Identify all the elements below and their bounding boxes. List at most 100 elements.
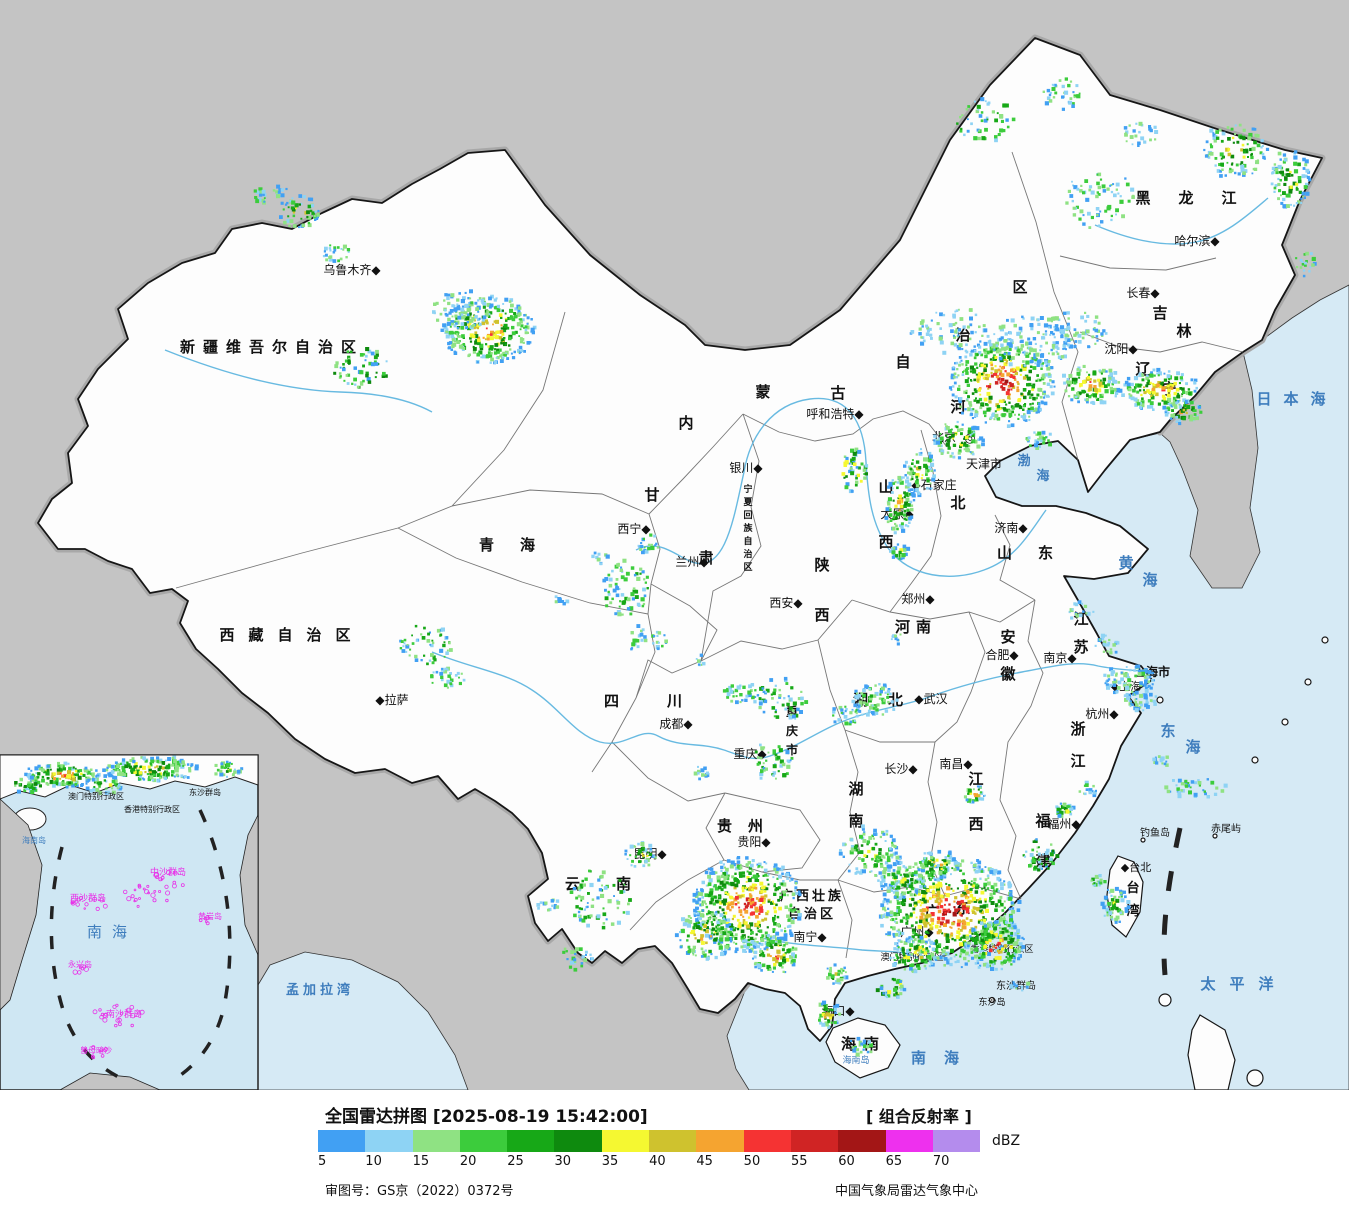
legend-scale-cell <box>507 1130 555 1152</box>
province-label: 徽 <box>999 665 1016 683</box>
city-label: 呼和浩特◆ <box>806 406 864 421</box>
sea-label: 孟加拉湾 <box>286 982 354 998</box>
city-label: 长沙◆ <box>884 762 918 776</box>
legend-scale-value: 50 <box>743 1154 761 1169</box>
legend-scale-cell <box>412 1130 460 1152</box>
province-label: 夏 <box>742 497 753 508</box>
small-label: 钓鱼岛 <box>1140 826 1170 839</box>
province-label: 区 <box>743 562 752 573</box>
province-label: 自 <box>743 535 752 547</box>
legend-scale-cell <box>885 1130 933 1152</box>
province-label: 广西壮族 <box>780 888 844 904</box>
legend-scale-cell <box>554 1130 602 1152</box>
legend-unit: dBZ <box>992 1133 1021 1149</box>
province-label: 西藏自治区 <box>219 626 364 644</box>
province-label: 庆 <box>785 723 798 738</box>
province-label: 族 <box>743 522 753 534</box>
city-label: 贵阳◆ <box>737 835 771 849</box>
province-label: 青海 <box>479 536 561 554</box>
legend-scale-cell <box>932 1130 981 1152</box>
legend-scale-cell <box>649 1130 697 1152</box>
city-label: 天津市 <box>966 456 1002 471</box>
legend-scale-cell <box>318 1130 366 1152</box>
city-label: 西安◆ <box>769 595 803 610</box>
inset-label: 西沙群岛 <box>70 892 106 904</box>
province-label: 南 <box>848 812 863 830</box>
inset-philippines <box>239 814 259 956</box>
province-label: 台 <box>1126 880 1139 896</box>
province-label: 陕 <box>814 556 829 574</box>
legend-scale-cell <box>459 1130 508 1152</box>
province-label: 福 <box>1034 812 1050 830</box>
inset-frame <box>0 754 259 1090</box>
city-label: 乌鲁木齐◆ <box>323 262 381 277</box>
credit-text: 中国气象局雷达气象中心 <box>835 1184 979 1199</box>
inset-dynamic-layer: 澳门特别行政区香港特别行政区东沙群岛海南岛中沙群岛西沙群岛黄岩岛南海永兴岛南沙群… <box>14 755 244 1060</box>
city-label: ◆台北 <box>1121 860 1151 874</box>
city-label: 兰州◆ <box>675 555 709 569</box>
province-label: 市 <box>786 742 798 757</box>
maritime-boundary-dashes <box>1161 827 1183 976</box>
luzon-island <box>1187 1014 1236 1090</box>
legend-scale-value: 45 <box>696 1154 713 1169</box>
legend-scale-cell <box>838 1130 886 1152</box>
province-label: 北 <box>950 494 965 512</box>
legend-scale-value: 40 <box>649 1154 666 1169</box>
legend-scale-value: 25 <box>507 1154 524 1169</box>
sea-label: 东 <box>1160 722 1175 740</box>
sea-label: 海 <box>1036 468 1049 484</box>
sea-label: 渤 <box>1017 453 1030 469</box>
legend-scale-values: 5 10 15 20 25 30 35 40 45 50 55 60 65 70 <box>318 1154 980 1169</box>
city-label: ◆石家庄 <box>911 477 956 492</box>
songhua-river <box>1094 197 1269 245</box>
legend-scale-cell <box>790 1130 839 1152</box>
legend-scale-cell <box>696 1130 744 1152</box>
inset-label: 南沙群岛 <box>106 1008 142 1020</box>
province-label: 苏 <box>1073 638 1088 656</box>
inset-label: 中沙群岛 <box>150 866 186 878</box>
province-label: 蒙 <box>755 383 770 401</box>
inset-label: 永兴岛 <box>68 959 92 969</box>
legend-panel: 全国雷达拼图 [2025-08-19 15:42:00] [ 组合反射率 ] d… <box>0 1090 1349 1208</box>
sea-label: 黄 <box>1118 554 1133 572</box>
sea-label: 海 <box>1185 738 1200 756</box>
legend-scale-value: 10 <box>365 1154 382 1169</box>
inset-label: 澳门特别行政区 <box>68 791 124 801</box>
province-label: 自 <box>895 353 910 371</box>
inset-label: 南海 <box>87 923 137 941</box>
province-label: 肃 <box>698 549 713 567</box>
province-label: 西 <box>878 533 893 551</box>
inset-label: 东沙群岛 <box>189 787 221 797</box>
city-label: 郑州◆ <box>901 591 935 606</box>
city-label: 合肥◆ <box>985 647 1019 662</box>
legend-scale-value: 60 <box>838 1154 855 1169</box>
city-label: 杭州◆ <box>1085 706 1119 721</box>
sea-label: 太平洋 <box>1200 975 1287 993</box>
legend-scale-cell <box>743 1130 791 1152</box>
inset-label: 黄岩岛 <box>198 911 222 921</box>
city-label: 福州◆ <box>1047 816 1081 831</box>
city-label: 南昌◆ <box>939 756 973 771</box>
province-label: 吉 <box>1152 304 1167 322</box>
province-label: 林 <box>1176 322 1192 340</box>
inset-vietnam <box>0 798 43 1011</box>
legend-scale-value: 20 <box>459 1154 477 1169</box>
province-label: 西 <box>968 815 983 833</box>
capital-marker: ◎ <box>964 431 975 446</box>
approval-number: 审图号：GS京（2022）0372号 <box>325 1184 514 1199</box>
inset-borneo <box>59 1072 161 1090</box>
yellow-river <box>635 397 1047 577</box>
tarim-river <box>164 349 433 413</box>
yangtze-river <box>431 651 1149 760</box>
city-label: 南京◆ <box>1043 650 1077 665</box>
legend-scale-value: 55 <box>790 1154 808 1169</box>
radar-echo-layer <box>253 77 1317 1057</box>
inset-label: 香港特别行政区 <box>124 804 180 814</box>
small-label: 赤尾屿 <box>1211 823 1241 835</box>
city-label: 西宁◆ <box>617 521 651 536</box>
province-label: 浙 <box>1070 720 1085 738</box>
inset-dash-line-west <box>49 846 126 1082</box>
city-label: 济南◆ <box>994 520 1028 535</box>
